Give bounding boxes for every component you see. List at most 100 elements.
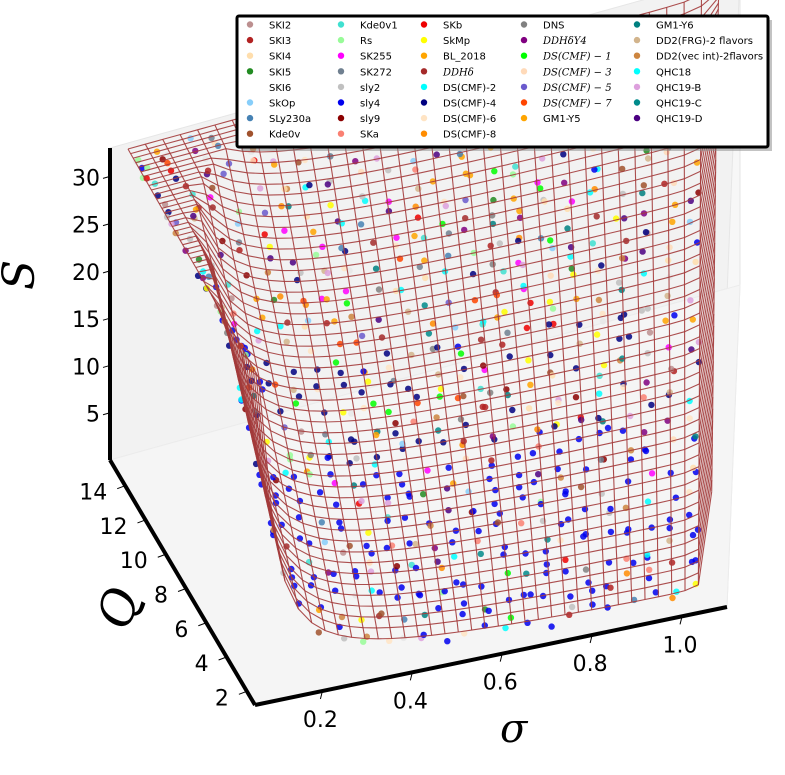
data-point [422, 274, 429, 282]
wireframe-line-q [252, 367, 713, 618]
data-point [541, 198, 548, 205]
wireframe-line-q [216, 302, 715, 466]
data-point [324, 454, 331, 461]
legend-label: SKI3 [269, 36, 291, 47]
legend-label: GM1-Y5 [543, 114, 581, 125]
data-point [396, 470, 403, 478]
wireframe-line-q [169, 88, 718, 272]
data-point [560, 151, 567, 158]
data-point [460, 438, 467, 445]
data-point [372, 265, 380, 272]
data-point [525, 357, 532, 364]
data-point [502, 624, 509, 632]
legend-label: Kde0v [269, 130, 300, 141]
data-point [568, 198, 576, 205]
data-point [392, 430, 399, 437]
data-point [568, 265, 575, 272]
data-point [415, 438, 422, 445]
data-point [459, 610, 466, 618]
legend-marker [520, 114, 528, 122]
data-point [516, 207, 523, 215]
data-point [547, 237, 554, 244]
data-point [451, 553, 458, 560]
data-point [492, 486, 499, 494]
legend-marker [633, 36, 641, 44]
data-point [477, 550, 484, 558]
legend-marker [246, 130, 254, 137]
data-point [457, 374, 464, 381]
data-point [420, 491, 427, 498]
legend-label: DD2(FRG)-2 flavors [656, 36, 753, 47]
wireframe-line-q [159, 56, 718, 229]
legend-label: DS(CMF)-6 [443, 114, 496, 125]
x-axis-label: σ [500, 706, 529, 752]
legend-label: sly4 [360, 99, 380, 110]
legend-label: SK255 [360, 52, 392, 63]
data-point [619, 165, 626, 173]
wireframe-line-q [192, 195, 716, 369]
z-tick-label: 5 [86, 403, 100, 428]
data-point [627, 456, 635, 463]
wireframe-line-q [257, 376, 713, 640]
data-point [343, 300, 351, 307]
data-point [638, 307, 645, 314]
data-point [686, 511, 693, 519]
wireframe-line-q [231, 331, 714, 531]
data-point [413, 393, 420, 401]
data-point [271, 161, 278, 168]
data-point [282, 469, 289, 476]
legend-marker [246, 52, 254, 59]
data-point [304, 317, 312, 324]
z-tick-label: 10 [72, 355, 100, 380]
data-point [514, 453, 522, 460]
data-point [306, 181, 313, 189]
data-point [398, 584, 405, 591]
axes [108, 148, 728, 707]
data-point [527, 381, 534, 388]
data-point [416, 263, 423, 271]
legend-marker [337, 52, 345, 59]
data-point [357, 221, 365, 228]
data-point [645, 574, 653, 582]
data-point [593, 331, 601, 338]
data-point [599, 318, 607, 325]
data-point [277, 293, 284, 300]
data-point [332, 359, 340, 366]
data-point [342, 288, 350, 295]
data-point [562, 556, 569, 563]
data-point [689, 316, 696, 323]
data-point [562, 568, 569, 575]
data-point [385, 408, 392, 416]
legend-marker [420, 21, 428, 28]
wireframe-line-q [203, 242, 716, 412]
data-point [623, 570, 631, 577]
wireframe-line-q [182, 148, 717, 326]
data-point [190, 212, 197, 220]
data-point [254, 327, 261, 335]
data-point [313, 383, 320, 390]
data-point [429, 320, 437, 327]
data-point [668, 559, 676, 566]
legend-marker [337, 99, 345, 106]
data-point [666, 244, 673, 251]
data-point [666, 516, 674, 523]
data-point [270, 474, 277, 481]
data-point [445, 464, 452, 471]
data-point [487, 242, 494, 249]
data-point [604, 424, 612, 432]
wireframe-line-q [223, 317, 715, 499]
data-point [616, 335, 623, 342]
data-point [543, 561, 550, 568]
legend-label: sly9 [360, 114, 380, 125]
wireframe-line-q [179, 136, 717, 315]
data-point [415, 185, 422, 192]
data-point [488, 457, 495, 464]
legend-marker [420, 36, 428, 44]
data-point [257, 185, 264, 192]
data-point [589, 587, 596, 594]
data-point [331, 318, 338, 325]
data-point [640, 182, 647, 189]
data-point [567, 593, 574, 600]
legend-label: DS(CMF) − 3 [542, 67, 612, 78]
wireframe-line-q [218, 308, 715, 477]
